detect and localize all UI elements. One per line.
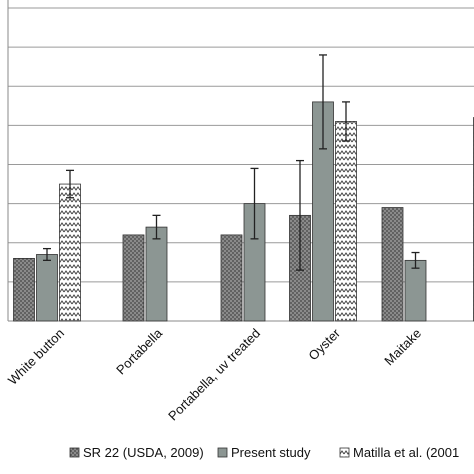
x-tick-label: Oyster (305, 325, 343, 363)
bar (59, 183, 81, 322)
error-bars-layer (43, 54, 420, 271)
x-tick-label: Portabella (113, 325, 166, 378)
bar (220, 234, 243, 322)
legend-label: SR 22 (USDA, 2009) (83, 445, 204, 460)
bar (404, 259, 427, 322)
bar (145, 226, 168, 322)
legend-swatch (69, 447, 80, 458)
x-tick-label: Portabella, uv treated (165, 326, 263, 424)
bar (13, 257, 35, 322)
bars-layer (13, 101, 474, 322)
legend-swatch (339, 447, 350, 458)
bar (381, 207, 404, 322)
legend-swatch (217, 447, 228, 458)
x-tick-labels: White button Portabella Portabella, uv tre… (5, 325, 424, 424)
x-tick-label: White button (5, 326, 67, 388)
legend-label: Present study (231, 445, 311, 460)
bar (36, 254, 58, 322)
legend: SR 22 (USDA, 2009) Present study Matilla e… (69, 445, 459, 460)
bar (122, 234, 145, 322)
legend-label: Matilla et al. (2001 (353, 445, 459, 460)
x-tick-label: Maitake (381, 326, 424, 369)
bar (335, 121, 357, 322)
